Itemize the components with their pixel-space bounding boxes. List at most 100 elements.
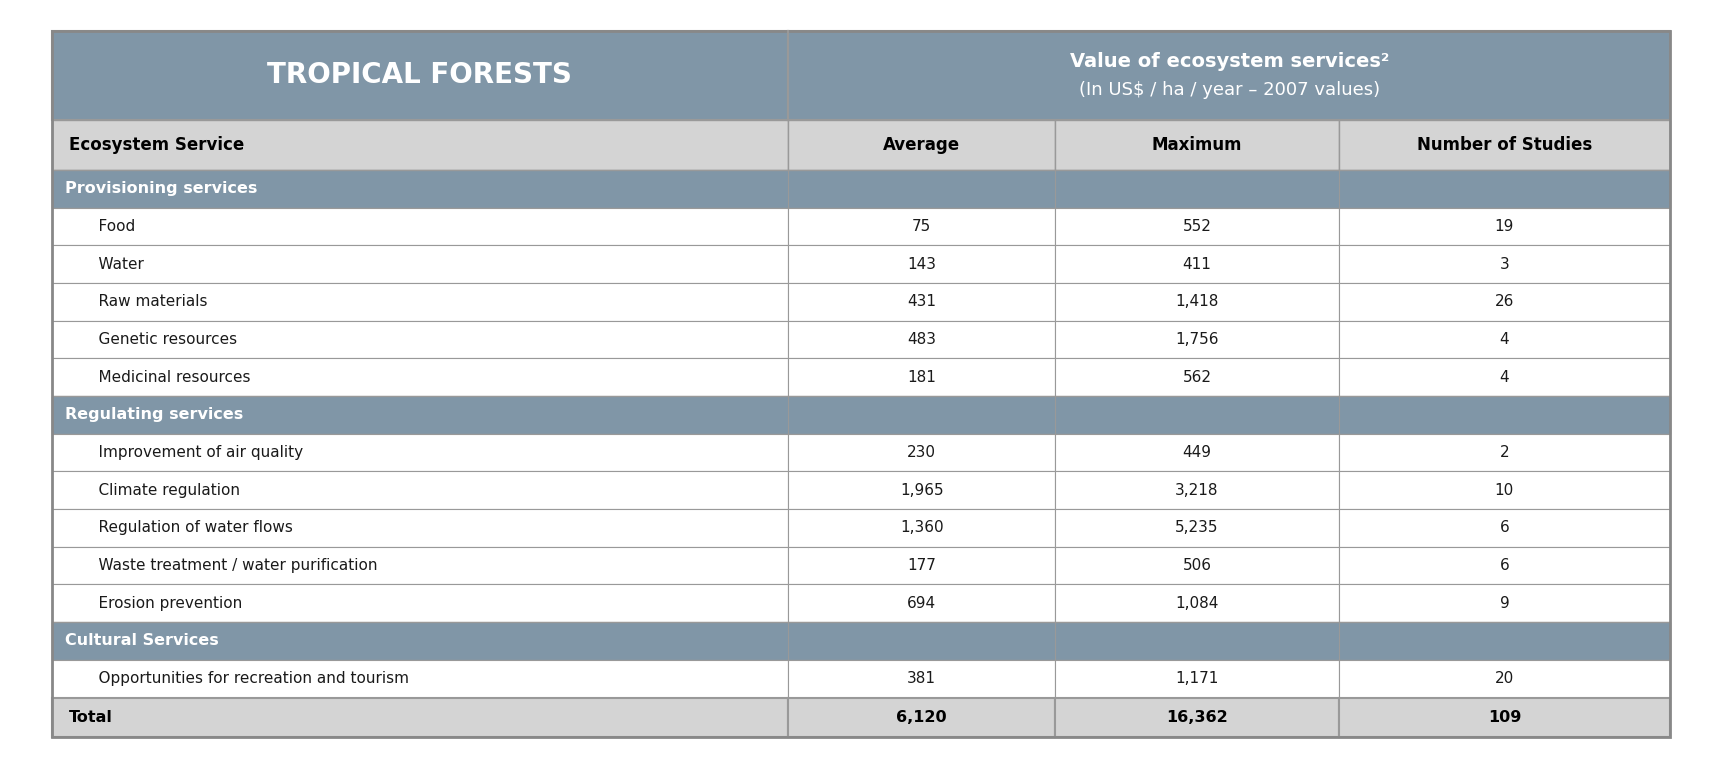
Bar (789, 283, 1056, 320)
Text: 6: 6 (1500, 558, 1508, 573)
Text: TROPICAL FORESTS: TROPICAL FORESTS (267, 61, 572, 89)
Text: 26: 26 (1495, 294, 1514, 310)
Bar (1338, 584, 1670, 622)
Text: Genetic resources: Genetic resources (79, 332, 238, 347)
Bar (52, 434, 789, 472)
Bar (1338, 359, 1670, 396)
Text: 1,756: 1,756 (1174, 332, 1219, 347)
Bar (789, 697, 1056, 737)
Text: Regulation of water flows: Regulation of water flows (79, 521, 293, 535)
Text: 109: 109 (1488, 710, 1521, 725)
Text: 506: 506 (1183, 558, 1211, 573)
Text: Ecosystem Service: Ecosystem Service (69, 136, 245, 154)
Text: (In US$ / ha / year – 2007 values): (In US$ / ha / year – 2007 values) (1078, 81, 1379, 98)
Bar (789, 547, 1056, 584)
Text: 694: 694 (907, 596, 937, 611)
Bar (52, 584, 789, 622)
Text: Waste treatment / water purification: Waste treatment / water purification (79, 558, 377, 573)
Text: Cultural Services: Cultural Services (65, 634, 219, 648)
Bar (52, 320, 789, 359)
Text: 2: 2 (1500, 445, 1508, 460)
Bar (52, 359, 789, 396)
Bar (1056, 120, 1338, 170)
Bar (1056, 697, 1338, 737)
Bar (1338, 509, 1670, 547)
Text: 75: 75 (913, 219, 932, 234)
Bar (52, 170, 1670, 207)
Text: Maximum: Maximum (1152, 136, 1242, 154)
Text: Raw materials: Raw materials (79, 294, 208, 310)
Bar (52, 509, 789, 547)
Bar (1338, 697, 1670, 737)
Bar (1056, 547, 1338, 584)
Text: 483: 483 (907, 332, 937, 347)
Text: 230: 230 (907, 445, 937, 460)
Text: Opportunities for recreation and tourism: Opportunities for recreation and tourism (79, 671, 410, 686)
Text: Improvement of air quality: Improvement of air quality (79, 445, 303, 460)
Text: 19: 19 (1495, 219, 1514, 234)
Bar (789, 660, 1056, 697)
Text: Value of ecosystem services²: Value of ecosystem services² (1069, 51, 1390, 71)
Text: 1,171: 1,171 (1174, 671, 1219, 686)
Bar (789, 120, 1056, 170)
Text: 3: 3 (1500, 257, 1508, 272)
Bar (52, 660, 789, 697)
Bar (1056, 245, 1338, 283)
Bar (1056, 660, 1338, 697)
Text: 1,418: 1,418 (1174, 294, 1219, 310)
Text: Food: Food (79, 219, 136, 234)
Bar (52, 245, 789, 283)
Text: 1,965: 1,965 (901, 483, 944, 498)
Bar (52, 547, 789, 584)
Text: 20: 20 (1495, 671, 1514, 686)
Text: Number of Studies: Number of Studies (1417, 136, 1593, 154)
Bar (1056, 509, 1338, 547)
Bar (789, 359, 1056, 396)
Bar (52, 697, 789, 737)
Text: 431: 431 (907, 294, 937, 310)
Bar (789, 320, 1056, 359)
Bar (1056, 584, 1338, 622)
Bar (1338, 547, 1670, 584)
Bar (1338, 660, 1670, 697)
Bar (1056, 320, 1338, 359)
Bar (789, 245, 1056, 283)
Bar (1338, 320, 1670, 359)
Text: Erosion prevention: Erosion prevention (79, 596, 243, 611)
Text: 1,084: 1,084 (1174, 596, 1219, 611)
Text: Regulating services: Regulating services (65, 407, 245, 422)
Bar (789, 509, 1056, 547)
Bar (1338, 245, 1670, 283)
Bar (1338, 434, 1670, 472)
Bar (1338, 472, 1670, 509)
Text: Medicinal resources: Medicinal resources (79, 369, 251, 385)
Bar (789, 207, 1056, 245)
Bar (52, 622, 1670, 660)
Text: 411: 411 (1183, 257, 1211, 272)
Text: 381: 381 (907, 671, 937, 686)
Text: 5,235: 5,235 (1174, 521, 1219, 535)
Bar (1338, 283, 1670, 320)
Text: 9: 9 (1500, 596, 1508, 611)
Text: Water: Water (79, 257, 145, 272)
Text: 16,362: 16,362 (1166, 710, 1228, 725)
Text: 3,218: 3,218 (1174, 483, 1219, 498)
Bar (1056, 434, 1338, 472)
Text: Total: Total (69, 710, 112, 725)
Text: 552: 552 (1183, 219, 1211, 234)
Text: 4: 4 (1500, 332, 1508, 347)
Bar (1056, 283, 1338, 320)
Bar (789, 434, 1056, 472)
Bar (1056, 472, 1338, 509)
Bar (52, 472, 789, 509)
Text: 10: 10 (1495, 483, 1514, 498)
Bar (52, 283, 789, 320)
Text: 6: 6 (1500, 521, 1508, 535)
Text: Provisioning services: Provisioning services (65, 181, 258, 196)
Bar (52, 120, 789, 170)
Bar (789, 584, 1056, 622)
Text: 4: 4 (1500, 369, 1508, 385)
Text: 1,360: 1,360 (901, 521, 944, 535)
Text: 181: 181 (907, 369, 937, 385)
Bar (789, 472, 1056, 509)
